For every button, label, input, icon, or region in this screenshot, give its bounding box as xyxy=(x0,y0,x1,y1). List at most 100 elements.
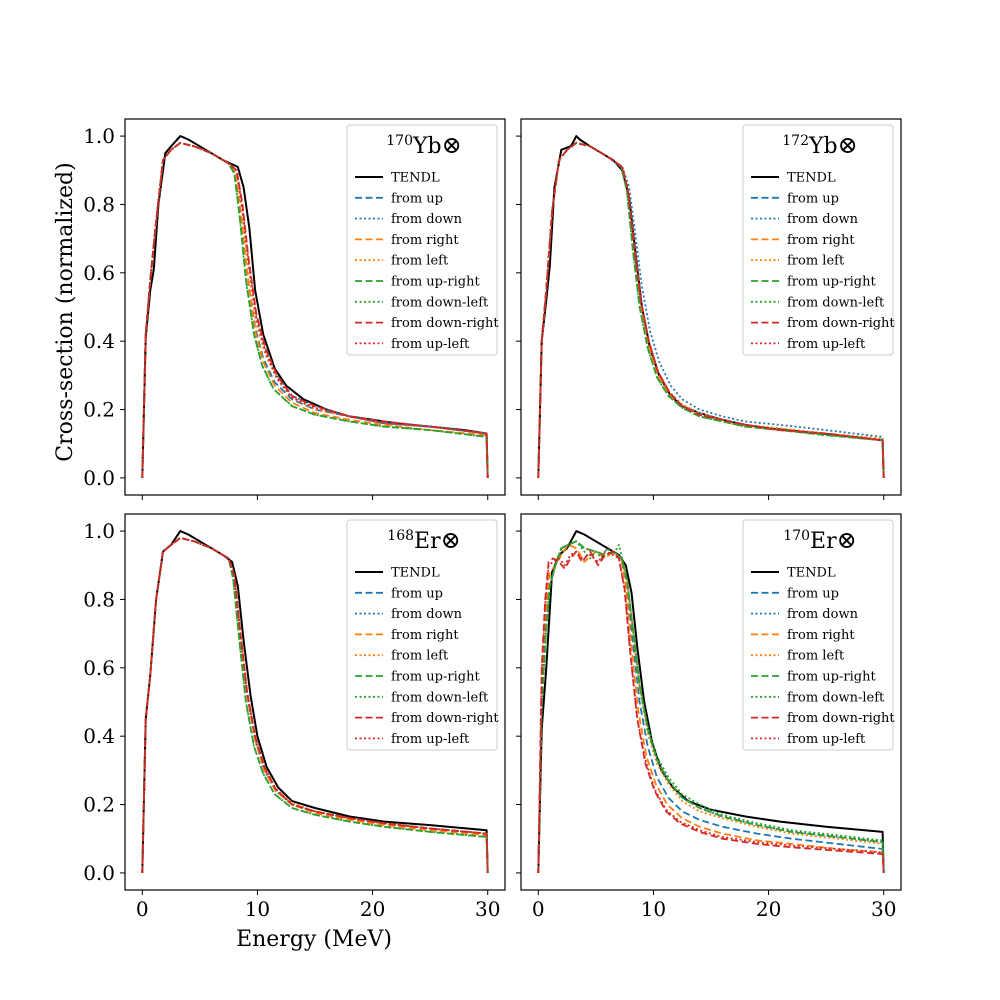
legend-label: from down-left xyxy=(787,295,885,310)
panel-title: 172Yb⊗ xyxy=(782,131,857,159)
series-line-from-up-left xyxy=(141,537,489,873)
legend-label: TENDL xyxy=(391,171,440,186)
y-tick-label: 0.2 xyxy=(83,398,115,422)
y-tick-label: 0.4 xyxy=(83,329,115,353)
series-group xyxy=(537,135,885,478)
legend-label: from down xyxy=(787,212,859,227)
legend-box xyxy=(346,519,498,751)
legend-label: from down-right xyxy=(787,316,895,331)
series-line-from-down-left xyxy=(537,540,885,873)
legend-label: from down xyxy=(391,607,463,622)
plot-frame xyxy=(124,513,506,891)
legend-label: from down-right xyxy=(787,711,895,726)
panel-title-symbol: ⊗ xyxy=(441,526,461,554)
panel-title-symbol: ⊗ xyxy=(838,131,858,159)
series-line-from-down xyxy=(537,142,885,478)
series-line-from-up-left xyxy=(141,142,489,478)
panel-title-mass: 172 xyxy=(782,133,809,149)
legend-label: from up-left xyxy=(391,337,470,352)
legend-label: from up xyxy=(787,191,839,206)
legend-label: from up-right xyxy=(391,670,480,685)
legend-label: from down xyxy=(787,607,859,622)
y-tick-label: 1.0 xyxy=(83,124,115,148)
legend-label: from down-left xyxy=(787,690,885,705)
legend-label: from down xyxy=(391,212,463,227)
y-tick-label: 0.6 xyxy=(83,656,115,680)
y-tick-label: 1.0 xyxy=(83,519,115,543)
y-tick-label: 0.2 xyxy=(83,793,115,817)
chart-panel: 0 10 20 300.00.20.40.60.81.0 168Er⊗TENDLfrom… xyxy=(83,513,506,921)
series-group xyxy=(141,530,489,873)
legend-label: from up xyxy=(391,586,443,601)
x-tick-label: 10 xyxy=(245,897,270,921)
panel-title-symbol: ⊗ xyxy=(837,526,857,554)
y-tick-label: 0.0 xyxy=(83,861,115,885)
panel-title-element: Er xyxy=(414,529,441,554)
legend-label: from left xyxy=(391,254,449,269)
y-axis-label: Cross-section (normalized) xyxy=(53,162,78,461)
legend-label: from right xyxy=(787,233,855,248)
legend-label: from up xyxy=(787,586,839,601)
panel-title: 168Er⊗ xyxy=(387,526,460,554)
series-line-from-up xyxy=(537,540,885,873)
panel-title: 170Yb⊗ xyxy=(386,131,461,159)
legend-box xyxy=(346,124,498,356)
legend-label: TENDL xyxy=(787,171,836,186)
plot-frame xyxy=(520,513,902,891)
legend-label: from left xyxy=(787,649,845,664)
y-tick-label: 0.8 xyxy=(83,587,115,611)
legend-box xyxy=(742,124,894,356)
series-line-from-down-left xyxy=(537,142,885,478)
legend-label: from up xyxy=(391,191,443,206)
series-line-from-left xyxy=(537,540,885,873)
legend-label: from down-left xyxy=(391,690,489,705)
series-group xyxy=(537,530,885,873)
legend: 172Yb⊗ TENDL from up from down from right fro… xyxy=(742,124,895,356)
plot-frame xyxy=(520,118,902,496)
legend-box xyxy=(742,519,894,751)
series-line-tendl xyxy=(141,530,489,873)
x-tick-label: 20 xyxy=(756,897,781,921)
legend-label: from up-right xyxy=(787,670,876,685)
x-axis-label: Energy (MeV) xyxy=(236,927,392,952)
y-tick-label: 0.8 xyxy=(83,192,115,216)
legend-label: from left xyxy=(787,254,845,269)
x-tick-label: 0 xyxy=(136,897,149,921)
legend-label: from left xyxy=(391,649,449,664)
x-tick-label: 30 xyxy=(475,897,500,921)
y-tick-label: 0.0 xyxy=(83,466,115,490)
panel-title-mass: 170 xyxy=(386,133,413,149)
panel-title-mass: 168 xyxy=(387,528,414,544)
legend-label: from up-right xyxy=(787,275,876,290)
panel-title-symbol: ⊗ xyxy=(442,131,462,159)
y-tick-label: 0.6 xyxy=(83,261,115,285)
panel-title-element: Yb xyxy=(412,134,442,159)
series-line-from-right xyxy=(537,543,885,873)
plot-frame xyxy=(124,118,506,496)
series-group xyxy=(141,135,489,478)
x-tick-label: 10 xyxy=(641,897,666,921)
legend-label: from right xyxy=(391,233,459,248)
panel-title-element: Er xyxy=(810,529,837,554)
series-line-from-down-right xyxy=(537,142,885,478)
panel-title: 170Er⊗ xyxy=(783,526,856,554)
x-tick-label: 30 xyxy=(871,897,896,921)
panel-title-mass: 170 xyxy=(783,528,810,544)
legend-label: from down-right xyxy=(391,316,499,331)
x-tick-label: 20 xyxy=(360,897,385,921)
y-tick-label: 0.4 xyxy=(83,724,115,748)
legend-label: from down-left xyxy=(391,295,489,310)
legend-label: from right xyxy=(787,628,855,643)
legend-label: TENDL xyxy=(391,566,440,581)
series-line-from-down-right xyxy=(537,550,885,873)
legend-label: TENDL xyxy=(787,566,836,581)
legend-label: from down-right xyxy=(391,711,499,726)
legend-label: from right xyxy=(391,628,459,643)
